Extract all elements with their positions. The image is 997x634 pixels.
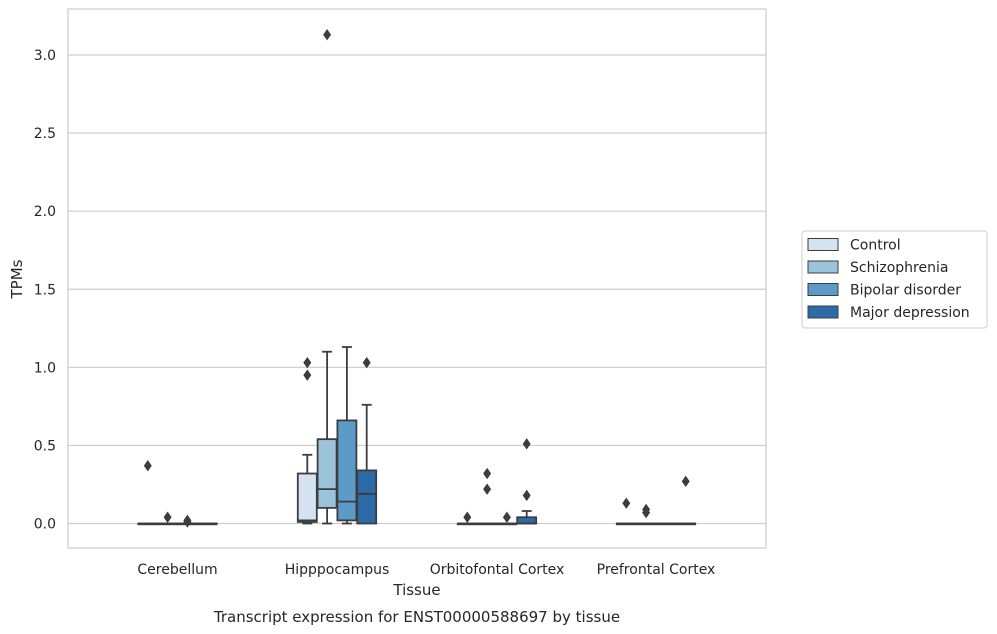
x-tick-label: Orbitofontal Cortex [430, 562, 565, 578]
plot-area-frame [67, 8, 767, 549]
plot-area-background [68, 9, 766, 548]
box-2-0 [176, 514, 198, 528]
legend-label: Schizophrenia [850, 260, 948, 276]
x-tick-label: Prefrontal Cortex [597, 562, 716, 578]
legend-swatch [807, 283, 839, 296]
outlier-point [303, 369, 312, 381]
box-iqr [516, 516, 538, 525]
y-axis-label: TPMs [8, 259, 26, 299]
outlier-point [362, 356, 371, 369]
box-1-3 [635, 503, 657, 526]
y-tick-label: 1.5 [34, 282, 56, 298]
box-3-3 [675, 475, 697, 526]
outlier-point [183, 514, 192, 527]
x-tick-label: Cerebellum [137, 562, 217, 578]
outlier-point [502, 511, 511, 523]
outlier-point [522, 438, 531, 450]
outlier-point [622, 497, 631, 509]
y-tick-label: 0.0 [34, 517, 56, 533]
y-tick-label: 2.5 [34, 126, 56, 142]
boxes-layer [137, 29, 697, 528]
legend-swatch [807, 238, 839, 251]
box-0-1 [296, 356, 318, 525]
box-iqr [356, 469, 378, 525]
outlier-point [522, 489, 531, 502]
box-1-1 [316, 29, 338, 525]
outlier-point [483, 467, 492, 480]
legend-label: Control [850, 238, 901, 254]
outlier-point [681, 475, 690, 488]
legend-label: Bipolar disorder [850, 283, 961, 299]
box-2-3 [655, 522, 677, 526]
outlier-point [483, 483, 492, 495]
x-tick-label: Hipppocampus [285, 562, 390, 578]
box-3-2 [516, 438, 538, 525]
outlier-point [463, 511, 472, 523]
box-2-2 [496, 511, 518, 526]
outlier-point [642, 503, 651, 516]
y-tick-label: 0.5 [34, 438, 56, 454]
outlier-point [303, 356, 312, 369]
outlier-point [323, 29, 332, 41]
chart-caption: Transcript expression for ENST0000058869… [213, 608, 620, 626]
y-tick-label: 2.0 [34, 204, 56, 220]
box-iqr [336, 419, 358, 522]
box-3-1 [356, 356, 378, 525]
box-iqr [296, 472, 318, 523]
legend: Control Schizophrenia Bipolar disorder Majo… [801, 230, 988, 329]
y-tick-label: 3.0 [34, 48, 56, 64]
outlier-point [143, 460, 152, 472]
legend-swatch [807, 260, 839, 274]
box-3-0 [196, 522, 218, 526]
outlier-point [163, 511, 172, 523]
legend-swatch [807, 305, 839, 319]
legend-frame [801, 230, 988, 329]
grid-lines [68, 54, 766, 525]
y-tick-label: 1.0 [34, 360, 56, 376]
x-axis-label: Tissue [392, 581, 440, 599]
x-axis-ticks: Cerebellum Hipppocampus Orbitofontal Corte… [137, 562, 715, 578]
box-iqr [316, 438, 338, 509]
y-axis-ticks: 0.0 0.5 1.0 1.5 2.0 2.5 3.0 [34, 48, 56, 533]
legend-label: Major depression [850, 305, 970, 321]
box-1-2 [476, 467, 498, 526]
